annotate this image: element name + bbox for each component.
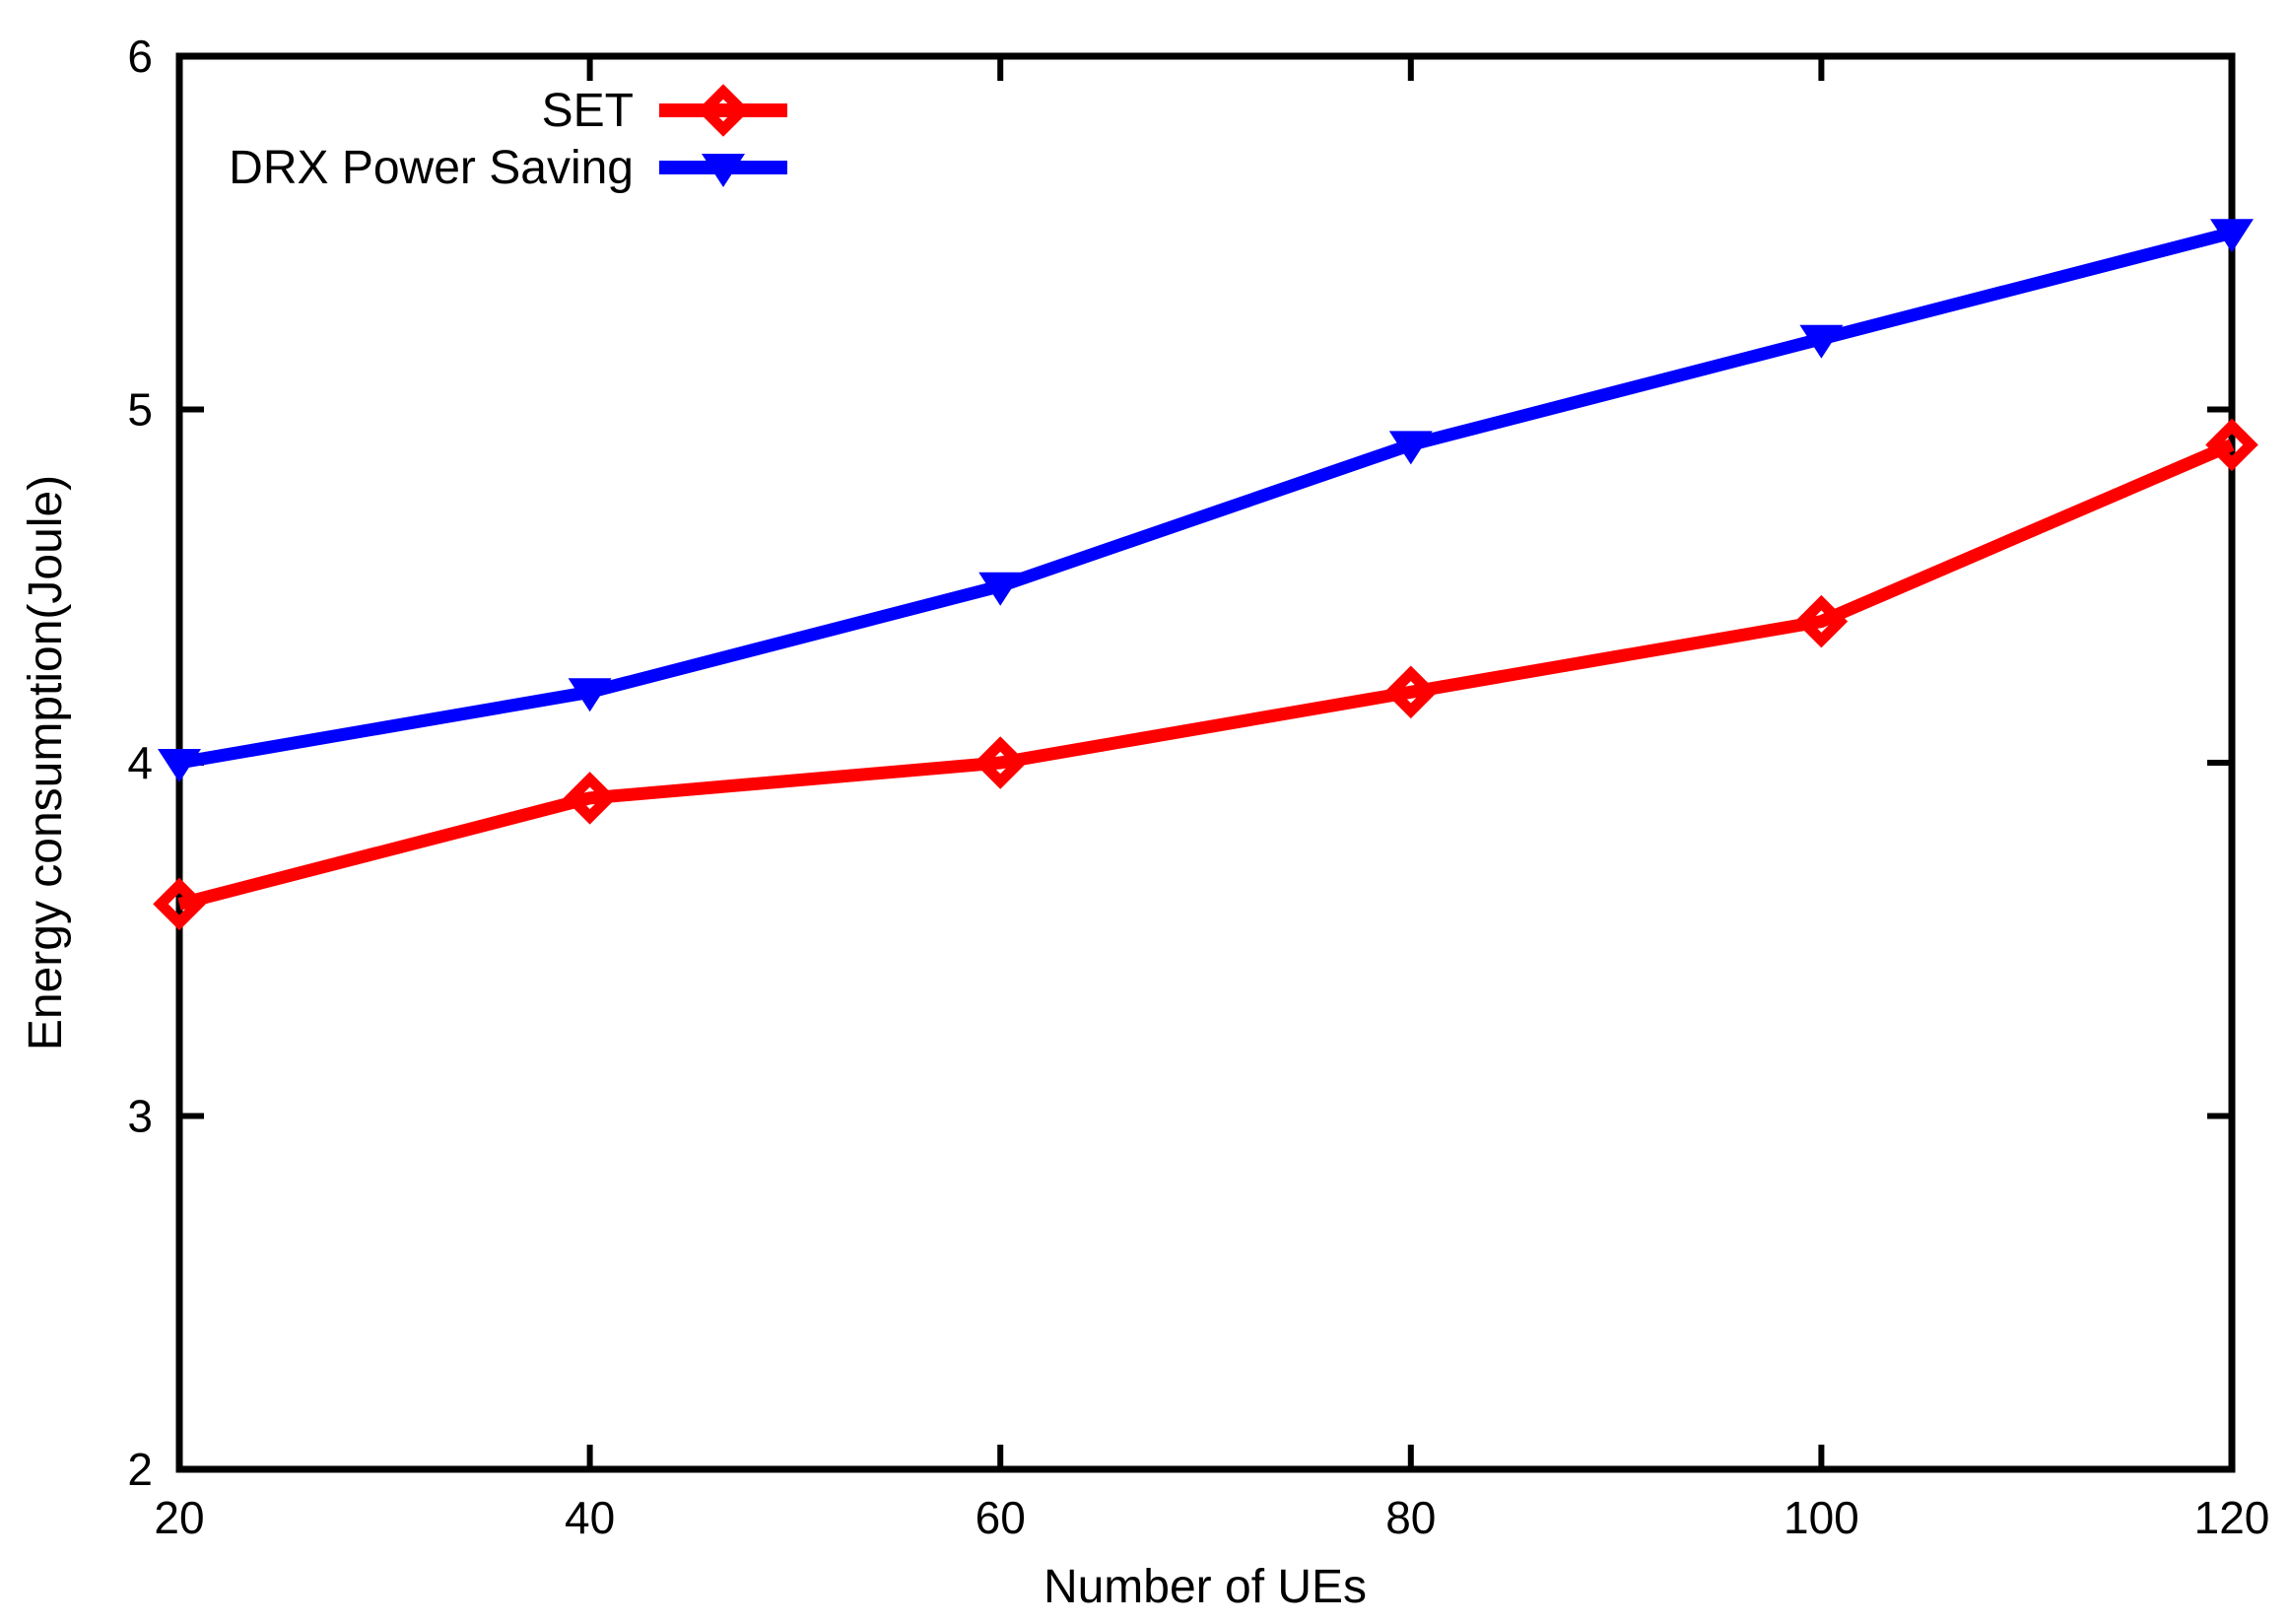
data-point-marker-diamond: [1794, 594, 1849, 648]
data-point-marker-triangle-down: [568, 678, 612, 712]
series-line: [177, 439, 2235, 911]
data-point-marker-triangle-down: [702, 154, 745, 187]
y-axis-title: Energy consumption(Joule): [20, 475, 72, 1050]
x-tick-label: 100: [1784, 1492, 1859, 1543]
data-point-marker-diamond: [1384, 665, 1438, 719]
x-axis-title: Number of UEs: [1044, 1561, 1367, 1613]
data-point-marker-triangle-down: [1799, 324, 1844, 359]
y-tick-label: 5: [127, 384, 153, 436]
data-point-marker-diamond: [697, 84, 750, 137]
plot-border: [175, 52, 2236, 1473]
y-tick-label: 2: [127, 1444, 153, 1495]
data-point-marker-triangle-down: [2210, 219, 2254, 253]
data-point-marker-triangle-down: [1388, 431, 1433, 465]
x-tick-label: 40: [565, 1492, 615, 1543]
x-tick-label: 60: [976, 1492, 1026, 1543]
series-line: [177, 226, 2234, 770]
axis-ticks: 20 40 60 80 100 120 2 3 4 5 6: [127, 31, 2269, 1543]
data-point-marker-diamond: [2205, 418, 2258, 472]
data-point-marker-triangle-down: [158, 749, 201, 782]
x-tick-label: 20: [154, 1492, 204, 1543]
y-tick-label: 4: [127, 737, 153, 788]
data-point-marker-triangle-down: [978, 572, 1023, 606]
legend-label-drx-power-saving: DRX Power Saving: [229, 142, 634, 194]
x-tick-label: 80: [1385, 1492, 1436, 1543]
data-point-marker-diamond: [974, 736, 1027, 789]
legend-samples: [659, 84, 787, 187]
y-tick-label: 3: [127, 1091, 153, 1142]
data-point-marker-diamond: [153, 877, 206, 931]
x-tick-label: 120: [2194, 1492, 2270, 1543]
data-series: [153, 219, 2258, 931]
legend-label-set: SET: [542, 85, 634, 137]
data-point-marker-diamond: [563, 772, 617, 825]
y-tick-label: 6: [127, 31, 153, 82]
